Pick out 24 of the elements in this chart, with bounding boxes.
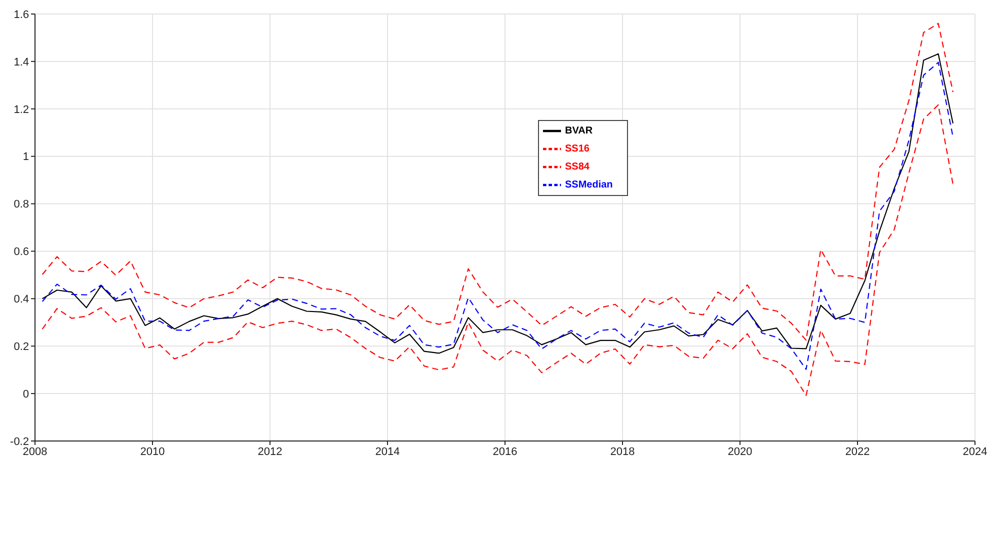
y-tick-label: 0.6 — [14, 246, 29, 258]
x-tick-label: 2020 — [728, 446, 752, 458]
y-tick-label: 0.2 — [14, 341, 29, 354]
y-tick-label: 0 — [22, 388, 29, 400]
legend-label: SSMedian — [565, 180, 613, 191]
legend-label: BVAR — [565, 126, 593, 137]
y-tick-label: -0.2 — [10, 436, 29, 448]
y-tick-label: 1.4 — [14, 56, 29, 68]
x-tick-label: 2018 — [610, 446, 635, 458]
x-tick-label: 2014 — [375, 446, 400, 458]
y-tick-label: 1 — [22, 151, 29, 164]
y-tick-label: 1.2 — [14, 104, 29, 116]
legend-label: SS16 — [565, 144, 590, 155]
x-tick-label: 2016 — [492, 446, 518, 458]
x-tick-label: 2022 — [845, 446, 870, 458]
x-tick-label: 2012 — [258, 446, 282, 458]
legend-label: SS84 — [565, 162, 590, 173]
y-tick-label: 0.8 — [14, 198, 29, 211]
x-tick-label: 2024 — [962, 446, 988, 458]
y-tick-label: 1.6 — [14, 8, 29, 21]
y-tick-label: 0.4 — [14, 294, 29, 306]
x-tick-label: 2010 — [140, 446, 165, 458]
line-series — [42, 104, 954, 396]
x-tick-label: 2008 — [22, 446, 48, 458]
